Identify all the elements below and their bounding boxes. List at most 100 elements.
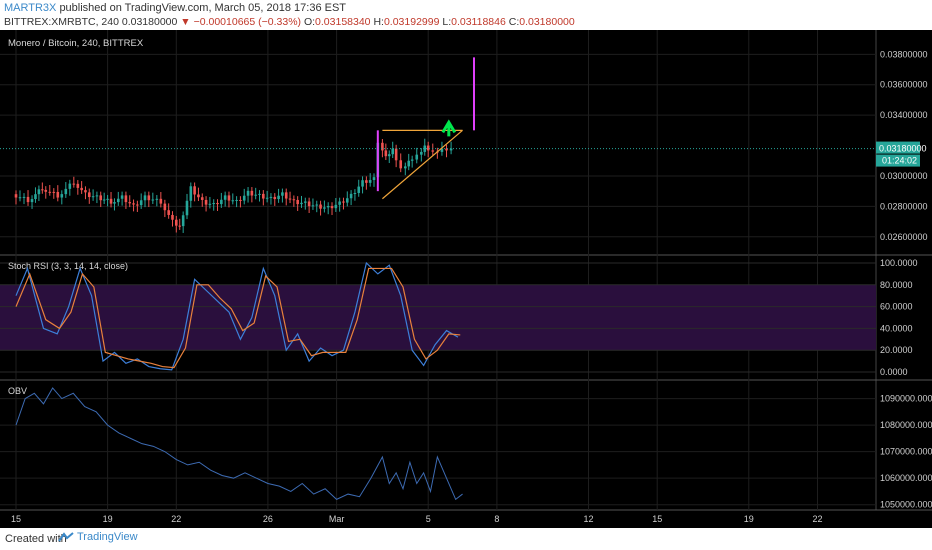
candle-body bbox=[394, 148, 398, 161]
candle-body bbox=[415, 154, 419, 160]
candle-body bbox=[223, 195, 227, 200]
obv-tick-label: 1080000.0000 bbox=[880, 420, 932, 430]
chart-header: MARTR3X published on TradingView.com, Ma… bbox=[0, 0, 932, 30]
candle-body bbox=[319, 204, 322, 209]
obv-tick-label: 1090000.0000 bbox=[880, 394, 932, 404]
main-pane-title: Monero / Bitcoin, 240, BITTREX bbox=[8, 38, 144, 49]
obv-title: OBV bbox=[8, 386, 27, 396]
time-tick-label: 15 bbox=[11, 514, 21, 524]
candle-body bbox=[91, 196, 95, 198]
time-tick-label: 8 bbox=[494, 514, 499, 524]
candle-body bbox=[426, 145, 430, 151]
obv-tick-label: 1070000.0000 bbox=[880, 447, 932, 457]
high-label: H: bbox=[373, 16, 384, 28]
candle-body bbox=[381, 142, 384, 151]
candle-body bbox=[420, 151, 423, 155]
candle-body bbox=[120, 195, 124, 199]
candle-body bbox=[189, 186, 193, 201]
candle-body bbox=[76, 183, 80, 188]
candle-body bbox=[106, 198, 109, 200]
candle-body bbox=[204, 199, 208, 205]
candle-body bbox=[449, 148, 453, 151]
candle-body bbox=[300, 202, 303, 205]
candle-body bbox=[330, 206, 334, 209]
candle-body bbox=[37, 189, 41, 195]
candle-body bbox=[64, 188, 68, 195]
stoch-tick-label: 60.0000 bbox=[880, 302, 913, 312]
breakout-arrow-icon bbox=[441, 119, 457, 137]
candle-body bbox=[185, 200, 189, 216]
candle-body bbox=[372, 177, 376, 180]
candle-body bbox=[124, 195, 128, 203]
candle-body bbox=[262, 193, 265, 199]
published-text: published on TradingView.com, March 05, … bbox=[59, 2, 347, 14]
tradingview-logo-icon bbox=[58, 532, 74, 542]
chart-area[interactable]: 15 19 22 26 Mar 5 8 12 15 19 22 0.03800000 0.0360000… bbox=[0, 30, 932, 528]
candle-body bbox=[353, 192, 357, 194]
ohlc-line: BITTREX:XMRBTC, 240 0.03180000 ▼ −0.0001… bbox=[4, 16, 575, 28]
candle-body bbox=[68, 183, 72, 189]
candle-body bbox=[151, 199, 155, 201]
candle-body bbox=[87, 192, 91, 198]
candle-body bbox=[281, 192, 284, 196]
candle-body bbox=[139, 200, 143, 206]
candle-body bbox=[227, 195, 231, 201]
candle-body bbox=[109, 198, 113, 204]
time-tick-label: Mar bbox=[329, 514, 345, 524]
candle-body bbox=[95, 195, 99, 197]
candle-body bbox=[399, 160, 403, 169]
candle-body bbox=[128, 202, 132, 204]
candle-body bbox=[342, 201, 345, 203]
candle-body bbox=[239, 199, 242, 201]
close-value: 0.03180000 bbox=[519, 16, 575, 28]
last-price-tag bbox=[876, 141, 920, 154]
candle-body bbox=[14, 194, 18, 198]
candle-body bbox=[250, 190, 254, 196]
candle-body bbox=[212, 203, 216, 205]
tradingview-brand: TradingView bbox=[77, 531, 138, 543]
candle-body bbox=[26, 196, 30, 203]
candle-body bbox=[178, 225, 182, 227]
price-tick-label: 0.02800000 bbox=[880, 201, 928, 211]
candle-body bbox=[323, 207, 326, 209]
candle-body bbox=[102, 199, 106, 201]
candle-body bbox=[440, 148, 444, 152]
tradingview-link[interactable]: TradingView bbox=[58, 531, 138, 543]
candle-body bbox=[423, 145, 427, 152]
author-link[interactable]: MARTR3X bbox=[4, 2, 57, 14]
candle-body bbox=[197, 194, 200, 198]
candle-body bbox=[41, 189, 44, 191]
candle-body bbox=[48, 191, 52, 193]
price-tick-label: 0.03600000 bbox=[880, 80, 928, 90]
candle-body bbox=[361, 180, 364, 187]
candle-body bbox=[357, 186, 361, 193]
candle-body bbox=[30, 199, 34, 203]
publish-line: MARTR3X published on TradingView.com, Ma… bbox=[4, 2, 346, 14]
stoch-rsi-title: Stoch RSI (3, 3, 14, 14, close) bbox=[8, 261, 128, 271]
candle-body bbox=[44, 189, 48, 192]
candle-body bbox=[292, 199, 296, 201]
stoch-tick-label: 0.0000 bbox=[880, 367, 908, 377]
price-tick-label: 0.03800000 bbox=[880, 49, 928, 59]
candle-body bbox=[216, 203, 219, 205]
time-tick-label: 19 bbox=[744, 514, 754, 524]
candle-body bbox=[99, 195, 103, 201]
price-tick-label: 0.03000000 bbox=[880, 171, 928, 181]
price-change: −0.00010665 (−0.33%) bbox=[193, 16, 302, 28]
obv-tick-label: 1050000.0000 bbox=[880, 500, 932, 510]
chart-svg[interactable]: 15 19 22 26 Mar 5 8 12 15 19 22 0.03800000 0.0360000… bbox=[0, 30, 932, 528]
candle-body bbox=[296, 199, 299, 205]
stoch-tick-label: 20.0000 bbox=[880, 345, 913, 355]
obv-tick-label: 1060000.0000 bbox=[880, 473, 932, 483]
candle-body bbox=[34, 194, 37, 200]
candle-body bbox=[391, 148, 395, 155]
candle-body bbox=[84, 190, 87, 193]
candle-body bbox=[254, 194, 257, 196]
stoch-tick-label: 80.0000 bbox=[880, 280, 913, 290]
candle-body bbox=[208, 203, 212, 205]
obv-line bbox=[15, 387, 463, 501]
time-tick-label: 5 bbox=[426, 514, 431, 524]
stoch-rsi-band bbox=[0, 284, 876, 351]
candle-body bbox=[277, 195, 280, 200]
candle-body bbox=[269, 196, 273, 198]
